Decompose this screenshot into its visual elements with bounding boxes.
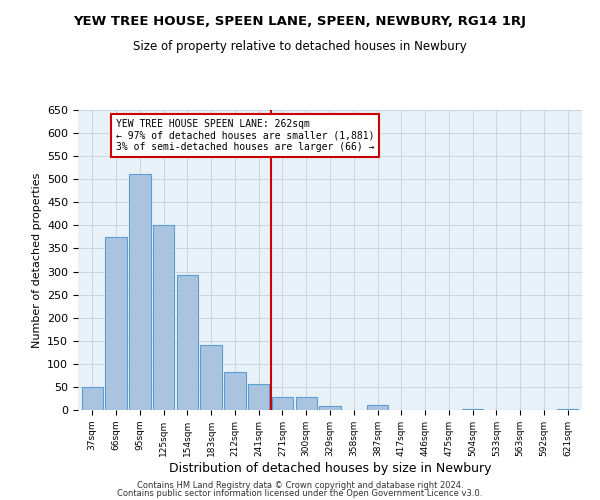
Bar [367,405,388,410]
Bar [272,397,293,410]
Bar [153,226,174,410]
Text: Contains public sector information licensed under the Open Government Licence v3: Contains public sector information licen… [118,489,482,498]
Bar [319,406,341,410]
Bar [557,409,578,410]
Text: YEW TREE HOUSE, SPEEN LANE, SPEEN, NEWBURY, RG14 1RJ: YEW TREE HOUSE, SPEEN LANE, SPEEN, NEWBU… [74,15,527,28]
Bar [248,384,269,410]
Bar [82,387,103,410]
Bar [462,409,484,410]
Bar [224,372,245,410]
Bar [176,275,198,410]
Text: YEW TREE HOUSE SPEEN LANE: 262sqm
← 97% of detached houses are smaller (1,881)
3: YEW TREE HOUSE SPEEN LANE: 262sqm ← 97% … [116,119,374,152]
Text: Contains HM Land Registry data © Crown copyright and database right 2024.: Contains HM Land Registry data © Crown c… [137,480,463,490]
X-axis label: Distribution of detached houses by size in Newbury: Distribution of detached houses by size … [169,462,491,474]
Bar [296,397,317,410]
Bar [106,237,127,410]
Y-axis label: Number of detached properties: Number of detached properties [32,172,41,348]
Bar [129,174,151,410]
Bar [200,346,222,410]
Text: Size of property relative to detached houses in Newbury: Size of property relative to detached ho… [133,40,467,53]
